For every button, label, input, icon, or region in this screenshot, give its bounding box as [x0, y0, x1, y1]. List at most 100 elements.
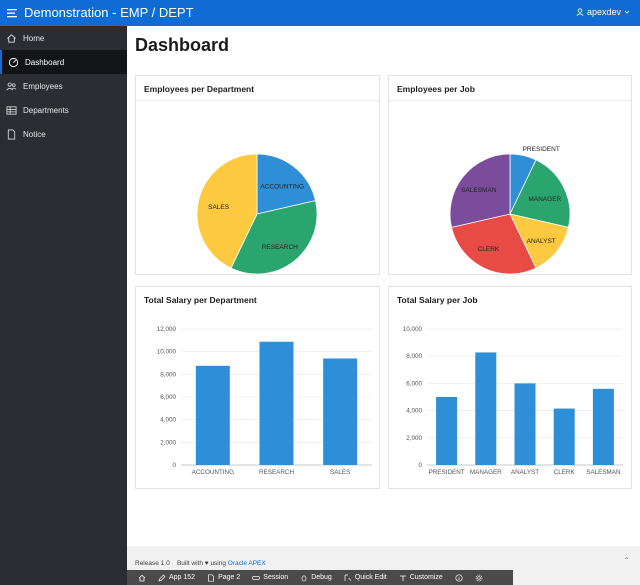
x-tick-label: PRESIDENT [429, 469, 465, 476]
bar-accounting[interactable] [195, 365, 230, 465]
x-tick-label: RESEARCH [259, 469, 294, 476]
bar-analyst[interactable] [514, 383, 536, 465]
y-tick-label: 10,000 [157, 349, 177, 356]
card-total-salary-per-department: Total Salary per Department 0 2,000 4,000 6… [135, 286, 380, 489]
pie-label-salesman: SALESMAN [461, 187, 497, 194]
main-content: Dashboard Employees per Department ACCOU… [127, 26, 640, 546]
pie-chart-employees-per-department: ACCOUNTING RESEARCH SALES [196, 153, 318, 275]
sidebar-item-label: Dashboard [25, 57, 65, 67]
footer-text: Release 1.0 Built with ♥ using Oracle AP… [135, 560, 266, 567]
built-with-label: Built with [176, 560, 203, 567]
user-icon [576, 8, 584, 16]
page-title: Dashboard [135, 35, 230, 55]
y-tick-label: 8,000 [160, 371, 176, 378]
bug-icon [301, 575, 307, 581]
session-icon [252, 575, 261, 580]
pie-slice-accounting[interactable] [256, 153, 316, 215]
y-tick-label: 2,000 [406, 435, 422, 442]
username: apexdev [586, 7, 621, 17]
chevron-up-icon[interactable]: ⌃ [623, 556, 630, 565]
sidebar-item-notice[interactable]: Notice [0, 122, 127, 146]
y-tick-label: 8,000 [406, 353, 422, 360]
top-bar: Demonstration - EMP / DEPT apexdev [0, 0, 640, 26]
bar-chart-total-salary-per-department: 0 2,000 4,000 6,000 8,000 10,000 12,000 ACCOUNT… [157, 326, 372, 476]
gear-icon [475, 574, 483, 581]
dev-app-button[interactable]: App 152 [153, 574, 200, 582]
pie-label-sales: SALES [208, 204, 230, 211]
home-icon [138, 574, 146, 581]
bar-clerk[interactable] [553, 408, 575, 465]
dev-app-label: App 152 [169, 574, 196, 581]
sidebar: Home Dashboard Employees Departments Not… [0, 26, 127, 585]
x-tick-label: ANALYST [511, 469, 539, 476]
divider [136, 100, 379, 101]
users-icon [6, 82, 17, 90]
pie-label-research: RESEARCH [262, 244, 298, 251]
pie-label-clerk: CLERK [478, 246, 500, 253]
sidebar-item-label: Departments [23, 105, 69, 115]
card-employees-per-department: Employees per Department ACCOUNTING RESEA… [135, 75, 380, 275]
heart-icon: ♥ [204, 560, 209, 567]
pie-slice-salesman[interactable] [449, 153, 511, 228]
dev-session-label: Session [263, 574, 289, 581]
developer-toolbar: App 152 Page 2 Session Debug Quick Edit … [127, 570, 513, 585]
sidebar-item-label: Home [23, 33, 45, 43]
pie-slice-sales[interactable] [196, 153, 258, 269]
user-menu[interactable]: apexdev [576, 7, 630, 17]
bar-manager[interactable] [475, 352, 497, 465]
y-tick-label: 12,000 [157, 326, 177, 333]
oracle-apex-link[interactable]: Oracle APEX [227, 560, 266, 567]
bar-salesman[interactable] [592, 388, 614, 465]
dev-page-label: Page 2 [218, 574, 241, 581]
document-icon [7, 129, 16, 139]
customize-icon [399, 575, 406, 581]
y-tick-label: 10,000 [403, 326, 423, 333]
dev-home-button[interactable] [133, 574, 151, 582]
release-label: Release 1.0 [135, 560, 170, 567]
pie-slice-manager[interactable] [509, 159, 571, 228]
pie-slice-analyst[interactable] [509, 213, 569, 269]
dev-customize-label: Customize [409, 574, 443, 581]
sidebar-item-home[interactable]: Home [0, 26, 127, 50]
using-label: using [210, 560, 226, 567]
dev-quick-edit-button[interactable]: Quick Edit [339, 574, 392, 582]
dev-quick-edit-label: Quick Edit [354, 574, 387, 581]
table-icon [6, 105, 17, 115]
card-title: Employees per Job [397, 84, 475, 94]
card-title: Employees per Department [144, 84, 255, 94]
edit-icon [158, 574, 166, 581]
dev-session-button[interactable]: Session [247, 574, 293, 582]
dev-page-button[interactable]: Page 2 [202, 573, 245, 582]
sidebar-item-departments[interactable]: Departments [0, 98, 127, 122]
x-tick-label: CLERK [554, 469, 576, 476]
chevron-down-icon [624, 10, 630, 14]
bar-sales[interactable] [323, 358, 358, 465]
card-title: Total Salary per Job [397, 295, 478, 305]
dev-customize-button[interactable]: Customize [394, 574, 448, 582]
bar-chart-total-salary-per-job: 0 2,000 4,000 6,000 8,000 10,000 PRESIDENT MANA… [403, 326, 623, 476]
x-tick-label: ACCOUNTING [192, 469, 234, 476]
bar-research[interactable] [259, 341, 294, 465]
dev-info-button[interactable] [450, 573, 468, 582]
menu-icon[interactable] [6, 6, 20, 20]
pie-label-manager: MANAGER [528, 196, 561, 203]
sidebar-item-dashboard[interactable]: Dashboard [0, 50, 127, 74]
app-title[interactable]: Demonstration - EMP / DEPT [24, 5, 194, 20]
card-title: Total Salary per Department [144, 295, 257, 305]
dev-debug-button[interactable]: Debug [295, 574, 337, 582]
y-tick-label: 2,000 [160, 439, 176, 446]
pie-slice-research[interactable] [230, 200, 318, 275]
page-edit-icon [208, 573, 214, 582]
bar-president[interactable] [436, 397, 458, 465]
pie-chart-employees-per-job: PRESIDENT MANAGER ANALYST CLERK SALESMAN [449, 146, 571, 275]
pie-slice-clerk[interactable] [451, 213, 537, 275]
pie-label-accounting: ACCOUNTING [260, 183, 304, 190]
dev-debug-label: Debug [311, 574, 332, 581]
dev-settings-button[interactable] [470, 574, 488, 582]
sidebar-item-label: Notice [23, 129, 46, 139]
y-tick-label: 4,000 [160, 417, 176, 424]
sidebar-item-employees[interactable]: Employees [0, 74, 127, 98]
home-icon [7, 33, 16, 43]
pie-label-president: PRESIDENT [523, 146, 560, 153]
card-employees-per-job: Employees per Job PRESIDENT MANAGER ANALYS… [388, 75, 632, 275]
